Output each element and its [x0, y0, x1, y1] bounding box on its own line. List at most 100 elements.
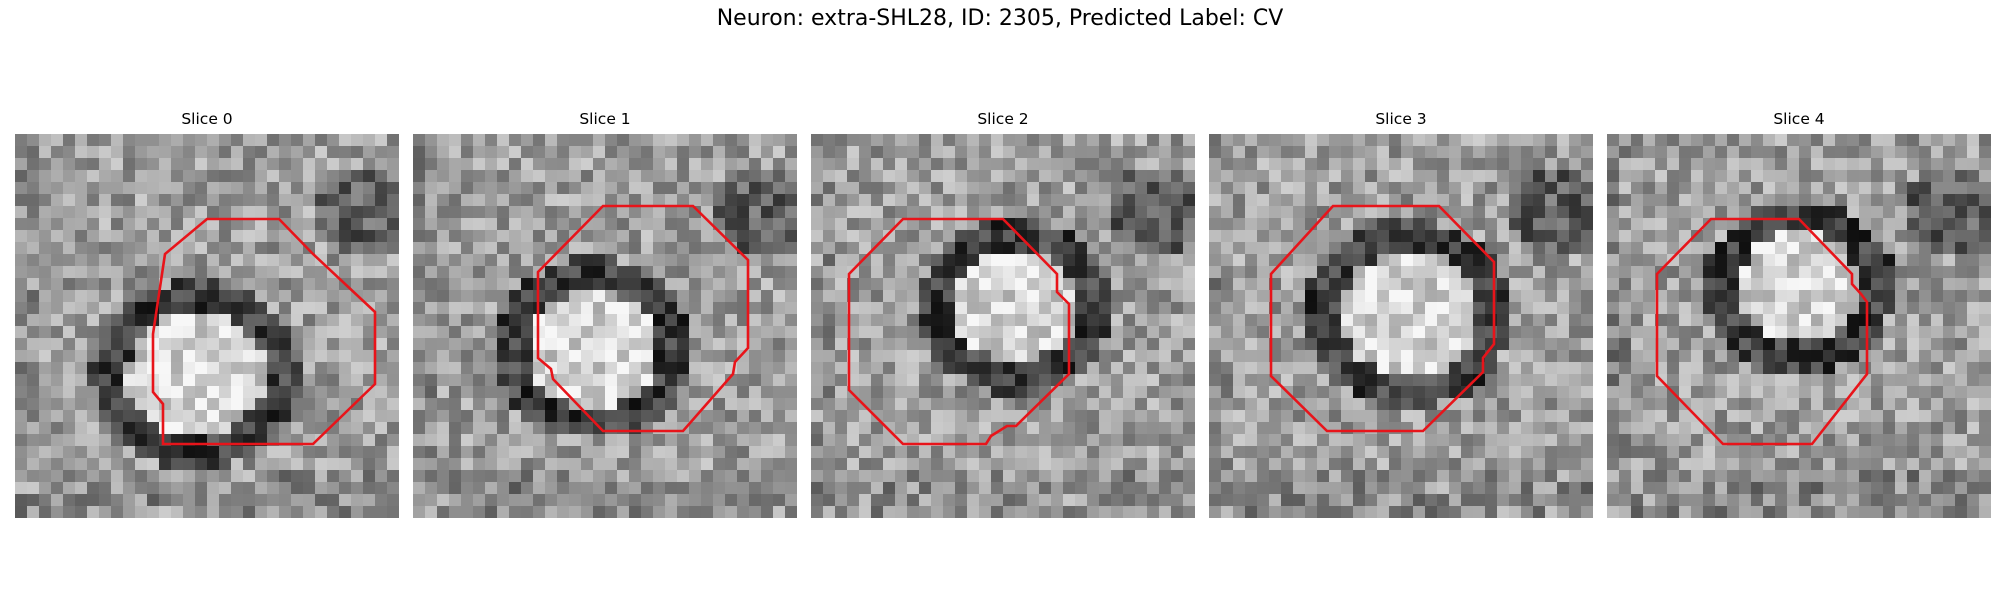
image-pixel	[267, 254, 279, 266]
image-pixel	[943, 410, 955, 422]
image-pixel	[1691, 266, 1703, 278]
image-pixel	[1787, 362, 1799, 374]
image-pixel	[473, 482, 485, 494]
image-pixel	[1111, 434, 1123, 446]
image-pixel	[1281, 422, 1293, 434]
image-pixel	[99, 182, 111, 194]
image-pixel	[111, 254, 123, 266]
image-pixel	[449, 326, 461, 338]
image-pixel	[641, 314, 653, 326]
image-pixel	[1619, 170, 1631, 182]
image-pixel	[171, 134, 183, 146]
image-pixel	[207, 194, 219, 206]
image-pixel	[195, 350, 207, 362]
image-pixel	[1545, 182, 1557, 194]
image-pixel	[665, 314, 677, 326]
image-pixel	[1317, 254, 1329, 266]
image-pixel	[1811, 422, 1823, 434]
image-pixel	[653, 386, 665, 398]
image-pixel	[1715, 290, 1727, 302]
image-pixel	[1823, 194, 1835, 206]
image-pixel	[883, 458, 895, 470]
image-pixel	[653, 182, 665, 194]
image-pixel	[1727, 290, 1739, 302]
image-pixel	[1209, 482, 1221, 494]
image-pixel	[1413, 194, 1425, 206]
image-pixel	[1183, 446, 1195, 458]
image-pixel	[1643, 362, 1655, 374]
image-pixel	[1703, 398, 1715, 410]
image-pixel	[1377, 278, 1389, 290]
image-pixel	[1763, 410, 1775, 422]
image-pixel	[1425, 218, 1437, 230]
image-pixel	[605, 470, 617, 482]
image-pixel	[461, 134, 473, 146]
image-pixel	[641, 482, 653, 494]
image-pixel	[823, 194, 835, 206]
image-pixel	[785, 266, 797, 278]
image-pixel	[63, 350, 75, 362]
image-pixel	[1135, 374, 1147, 386]
image-pixel	[39, 446, 51, 458]
image-pixel	[1533, 446, 1545, 458]
image-pixel	[1979, 362, 1991, 374]
image-pixel	[1015, 494, 1027, 506]
image-pixel	[363, 182, 375, 194]
image-pixel	[1221, 410, 1233, 422]
image-pixel	[1317, 182, 1329, 194]
image-pixel	[279, 482, 291, 494]
image-pixel	[1233, 146, 1245, 158]
image-pixel	[1643, 422, 1655, 434]
image-pixel	[195, 494, 207, 506]
image-pixel	[1281, 182, 1293, 194]
image-pixel	[907, 362, 919, 374]
image-pixel	[111, 278, 123, 290]
image-pixel	[27, 146, 39, 158]
image-pixel	[1497, 410, 1509, 422]
image-pixel	[1919, 350, 1931, 362]
image-pixel	[1293, 146, 1305, 158]
image-pixel	[413, 470, 425, 482]
image-pixel	[1221, 326, 1233, 338]
image-pixel	[725, 134, 737, 146]
image-pixel	[665, 482, 677, 494]
image-pixel	[1679, 158, 1691, 170]
image-pixel	[1269, 170, 1281, 182]
image-pixel	[1209, 134, 1221, 146]
image-pixel	[737, 446, 749, 458]
image-pixel	[1365, 458, 1377, 470]
image-pixel	[267, 194, 279, 206]
image-pixel	[737, 434, 749, 446]
image-pixel	[725, 350, 737, 362]
image-pixel	[1631, 374, 1643, 386]
image-pixel	[811, 470, 823, 482]
image-pixel	[1919, 218, 1931, 230]
image-pixel	[907, 158, 919, 170]
image-pixel	[1787, 410, 1799, 422]
image-pixel	[605, 482, 617, 494]
image-pixel	[473, 278, 485, 290]
image-pixel	[689, 278, 701, 290]
image-pixel	[701, 158, 713, 170]
image-pixel	[1931, 338, 1943, 350]
image-pixel	[63, 446, 75, 458]
image-pixel	[1497, 146, 1509, 158]
image-pixel	[351, 326, 363, 338]
image-pixel	[1293, 302, 1305, 314]
image-pixel	[1221, 182, 1233, 194]
image-pixel	[1919, 290, 1931, 302]
image-pixel	[847, 134, 859, 146]
image-pixel	[1377, 302, 1389, 314]
image-pixel	[1703, 350, 1715, 362]
image-pixel	[1847, 410, 1859, 422]
image-pixel	[387, 290, 399, 302]
image-pixel	[1799, 302, 1811, 314]
image-pixel	[1075, 266, 1087, 278]
image-pixel	[327, 218, 339, 230]
image-pixel	[195, 386, 207, 398]
image-pixel	[991, 290, 1003, 302]
image-pixel	[1823, 446, 1835, 458]
image-pixel	[351, 218, 363, 230]
image-pixel	[1027, 434, 1039, 446]
image-pixel	[413, 422, 425, 434]
